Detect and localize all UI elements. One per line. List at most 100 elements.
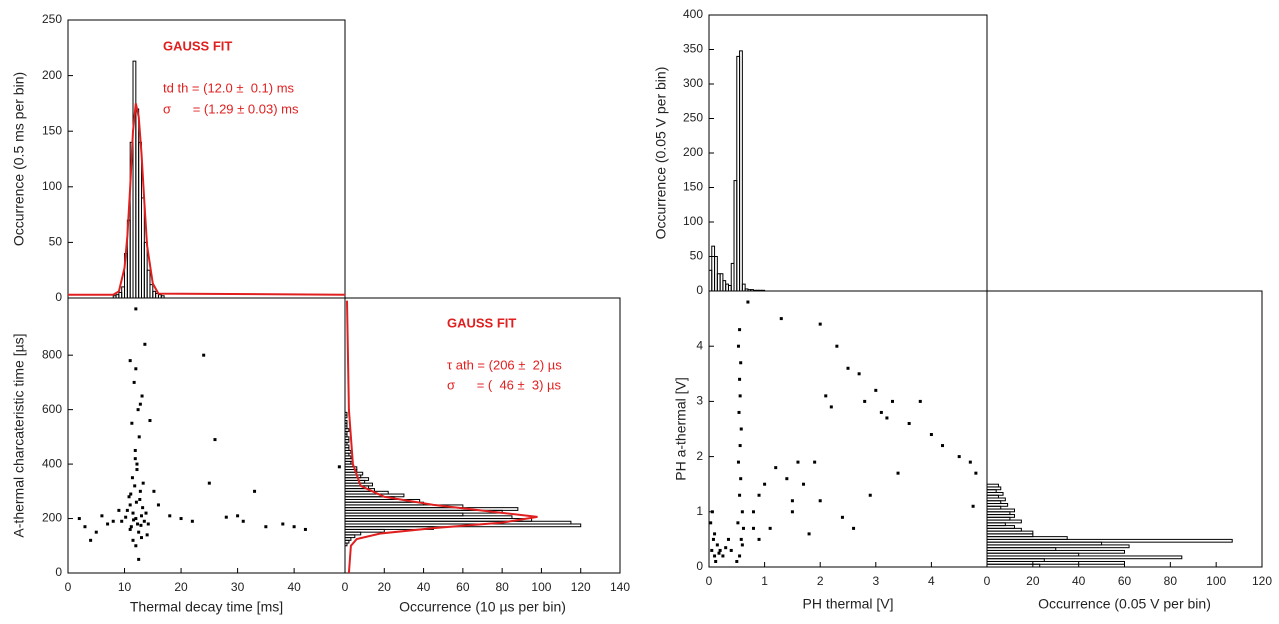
x-tick-label: 80: [495, 580, 509, 594]
x-tick-label: 30: [231, 580, 245, 594]
y-tick-label: 600: [42, 402, 62, 416]
y-axis-label: Occurrence (0.5 ms per bin): [11, 72, 27, 246]
point: [303, 527, 307, 531]
point: [124, 515, 128, 519]
point: [710, 548, 714, 552]
point: [134, 517, 138, 521]
point: [128, 359, 132, 363]
point: [726, 537, 730, 541]
y-tick-label: 2: [696, 449, 703, 463]
point: [137, 557, 141, 561]
point: [131, 511, 135, 515]
point: [824, 394, 828, 398]
point: [739, 477, 743, 481]
point: [746, 300, 750, 304]
point: [718, 548, 722, 552]
point: [711, 537, 715, 541]
point: [846, 366, 850, 370]
point: [129, 525, 133, 529]
point: [224, 515, 228, 519]
y-tick-label: 150: [683, 180, 703, 194]
point: [736, 460, 740, 464]
point: [738, 554, 742, 558]
y-tick-label: 400: [42, 456, 62, 470]
point: [896, 471, 900, 475]
x-axis-label: PH thermal [V]: [802, 596, 893, 612]
annotation: σ = ( 46 ± 3) µs: [447, 377, 562, 392]
bar: [986, 555, 1183, 560]
point: [134, 500, 138, 504]
y-tick-label: 400: [683, 7, 703, 21]
point: [100, 514, 104, 518]
point: [714, 559, 718, 563]
point: [957, 455, 961, 459]
point: [739, 537, 743, 541]
y-tick-label: 100: [683, 214, 703, 228]
point: [138, 497, 142, 501]
plot-frame: [986, 290, 1263, 568]
bar: [739, 50, 743, 292]
point: [136, 522, 140, 526]
point: [134, 307, 138, 311]
point: [236, 514, 240, 518]
y-axis-label: PH a-thermal [V]: [673, 377, 689, 480]
point: [130, 476, 134, 480]
point: [790, 510, 794, 514]
y-tick-label: 350: [683, 42, 703, 56]
point: [874, 388, 878, 392]
x-tick-label: 100: [1206, 574, 1226, 588]
point: [738, 493, 742, 497]
point: [179, 517, 183, 521]
point: [863, 399, 867, 403]
annotation: td th = (12.0 ± 0.1) ms: [163, 80, 295, 95]
point: [213, 438, 217, 442]
point: [132, 380, 136, 384]
x-tick-label: 20: [174, 580, 188, 594]
point: [281, 522, 285, 526]
point: [133, 457, 137, 461]
x-tick-label: 0: [706, 574, 713, 588]
x-tick-label: 80: [1164, 574, 1178, 588]
point: [142, 519, 146, 523]
x-tick-label: 140: [610, 580, 630, 594]
x-axis-label: Thermal decay time [ms]: [130, 599, 283, 615]
y-tick-label: 3: [696, 394, 703, 408]
point: [134, 367, 138, 371]
point: [907, 421, 911, 425]
point: [868, 493, 872, 497]
x-tick-label: 100: [531, 580, 551, 594]
y-tick-label: 50: [49, 235, 63, 249]
point: [139, 523, 143, 527]
y-tick-label: 0: [55, 290, 62, 304]
annotation: σ = (1.29 ± 0.03) ms: [163, 101, 299, 116]
point: [713, 554, 717, 558]
point: [774, 466, 778, 470]
y-tick-label: 0: [696, 283, 703, 297]
point: [818, 322, 822, 326]
y-tick-label: 0: [55, 565, 62, 579]
x-tick-label: 3: [872, 574, 879, 588]
y-axis-label: Occurrence (0.05 V per bin): [653, 67, 669, 240]
point: [739, 361, 743, 365]
point: [241, 519, 245, 523]
point: [139, 536, 143, 540]
fit-curve: [346, 300, 538, 574]
point: [152, 489, 156, 493]
point: [128, 503, 132, 507]
point: [971, 504, 975, 508]
x-tick-label: 0: [65, 580, 72, 594]
y-tick-label: 200: [683, 145, 703, 159]
point: [941, 444, 945, 448]
point: [156, 503, 160, 507]
point: [739, 427, 743, 431]
annotation: GAUSS FIT: [447, 315, 516, 330]
point: [790, 499, 794, 503]
point: [968, 460, 972, 464]
point: [117, 508, 121, 512]
point: [253, 489, 257, 493]
point: [735, 559, 739, 563]
point: [139, 514, 143, 518]
bar: [986, 560, 1125, 565]
point: [190, 519, 194, 523]
plot-frame: [708, 290, 988, 568]
